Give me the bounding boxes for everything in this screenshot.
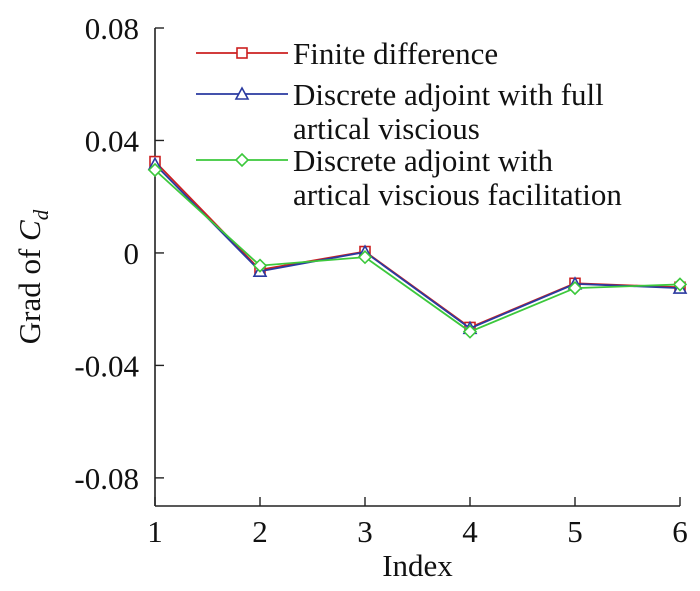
legend-label: Discrete adjoint with full bbox=[293, 77, 604, 112]
series-layer bbox=[147, 155, 688, 339]
legend-marker bbox=[236, 47, 248, 59]
legend-entry-square: Finite difference bbox=[196, 36, 498, 71]
legend-marker bbox=[234, 152, 250, 168]
legend-marker bbox=[234, 86, 250, 100]
series-diamond bbox=[147, 162, 688, 339]
series-line bbox=[154, 169, 681, 333]
y-tick-label: -0.04 bbox=[74, 348, 139, 383]
x-tick-label: 2 bbox=[252, 514, 268, 549]
legend-label: Finite difference bbox=[293, 36, 498, 71]
x-tick-label: 3 bbox=[357, 514, 373, 549]
y-axis-title: Grad of Cd bbox=[12, 209, 53, 344]
legend-label: artical viscious bbox=[293, 111, 480, 146]
y-tick-label: 0.04 bbox=[85, 123, 140, 158]
y-axis-title-prefix: Grad of bbox=[12, 241, 47, 344]
y-axis-title-subscript: d bbox=[29, 209, 53, 220]
y-axis-title-symbol: C bbox=[12, 220, 47, 241]
y-tick-label: -0.08 bbox=[74, 461, 139, 496]
data-point bbox=[252, 258, 268, 273]
data-point bbox=[672, 277, 688, 292]
data-point bbox=[567, 280, 583, 296]
y-tick-label: 0.08 bbox=[85, 11, 139, 46]
data-point bbox=[357, 250, 373, 265]
series-line bbox=[154, 163, 681, 330]
y-tick-label: 0 bbox=[124, 236, 140, 271]
x-tick-label: 5 bbox=[567, 514, 583, 549]
legend-label: artical viscious facilitation bbox=[293, 177, 622, 212]
data-point bbox=[147, 162, 163, 178]
x-axis-title: Index bbox=[382, 548, 453, 583]
axes-group: 0.08 0.04 0 -0.04 -0.081 2 3 4 5 6 bbox=[74, 11, 687, 549]
x-tick-label: 6 bbox=[672, 514, 688, 549]
x-tick-label: 4 bbox=[462, 514, 478, 549]
data-point bbox=[462, 324, 478, 339]
x-tick-label: 1 bbox=[147, 514, 163, 549]
legend: Finite difference Discrete adjoint with f… bbox=[196, 36, 622, 212]
legend-label: Discrete adjoint with bbox=[293, 143, 553, 178]
